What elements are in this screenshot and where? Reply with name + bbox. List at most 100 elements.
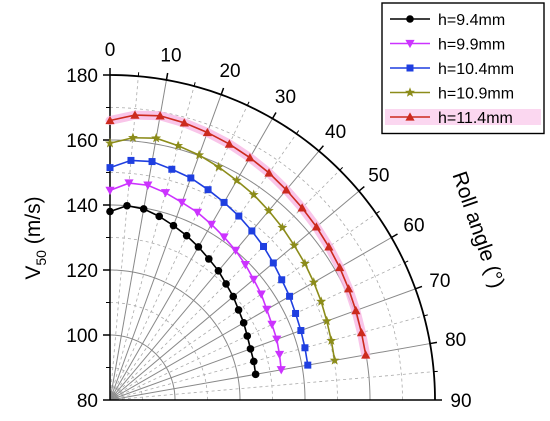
data-point [356, 328, 367, 337]
data-point [304, 361, 312, 369]
legend-label: h=11.4mm [438, 110, 513, 127]
data-point [204, 186, 212, 194]
data-point [106, 164, 114, 172]
major-grid-spoke [109, 118, 273, 401]
minor-grid-spoke [109, 133, 297, 401]
data-point [405, 39, 415, 49]
data-point [329, 355, 340, 365]
data-point [219, 233, 229, 242]
major-grid-spoke [109, 94, 222, 401]
minor-grid-spoke [109, 76, 139, 401]
data-point [148, 158, 156, 166]
legend-label: h=10.4mm [438, 61, 514, 78]
angular-tick [271, 112, 277, 119]
data-point [269, 259, 277, 267]
data-point [260, 242, 268, 250]
data-point [239, 319, 248, 327]
major-grid-spoke [109, 237, 392, 401]
minor-grid-spoke [109, 315, 425, 401]
radial-tick-label: 80 [77, 391, 98, 412]
radial-axis-title-main: V [22, 266, 45, 280]
data-point [406, 64, 414, 72]
angular-minor-tick [423, 314, 428, 317]
data-point [264, 168, 274, 177]
data-point [289, 240, 300, 250]
angular-tick [358, 186, 365, 192]
series-group [105, 132, 340, 365]
data-point [173, 140, 184, 150]
data-point [105, 138, 115, 148]
data-point [187, 174, 195, 182]
data-point [222, 280, 230, 288]
data-point [160, 189, 171, 198]
data-point [179, 118, 189, 127]
angular-tick-label: 40 [325, 122, 346, 143]
data-point [204, 255, 213, 263]
major-grid-spoke [109, 288, 416, 401]
data-point [262, 305, 272, 315]
data-point [168, 165, 176, 173]
data-point [202, 127, 212, 137]
minor-grid-spoke [109, 262, 405, 401]
series-group [106, 156, 312, 369]
angular-minor-tick [193, 82, 196, 87]
data-point [276, 366, 286, 375]
data-point [326, 335, 337, 345]
data-point [277, 222, 288, 232]
radial-tick-label: 120 [66, 261, 98, 282]
data-point [194, 149, 205, 160]
data-point [243, 332, 252, 340]
data-point [123, 201, 131, 210]
data-point [105, 186, 115, 195]
radial-axis-title-sub: 50 [33, 250, 49, 266]
angular-tick [429, 341, 438, 345]
data-point [214, 266, 223, 275]
radial-tick-label: 100 [66, 326, 98, 347]
data-point [281, 185, 291, 194]
radial-tick-label: 160 [66, 131, 98, 152]
data-point [263, 205, 274, 215]
angular-tick-label: 20 [219, 61, 240, 82]
data-point [105, 115, 115, 125]
angular-minor-tick [339, 167, 343, 171]
data-point [177, 198, 187, 208]
data-point [297, 327, 305, 335]
angular-tick [220, 87, 225, 95]
data-point [272, 335, 282, 344]
data-point [192, 208, 203, 217]
polar-grid [109, 76, 434, 401]
major-grid-spoke [109, 343, 431, 401]
data-point [155, 111, 165, 120]
series-group [106, 201, 260, 379]
angular-minor-tick [246, 101, 250, 106]
data-point [230, 246, 241, 255]
series-group [105, 110, 371, 360]
data-series [105, 110, 371, 379]
data-point [124, 179, 134, 188]
data-point [248, 189, 259, 199]
angular-tick [415, 285, 423, 290]
data-point [267, 320, 277, 330]
major-grid-ring [109, 334, 176, 401]
data-point [194, 243, 203, 251]
data-point [224, 139, 234, 148]
angular-tick-label: 60 [403, 216, 424, 237]
data-point [169, 221, 178, 230]
data-point [151, 132, 162, 143]
minor-grid-spoke [109, 105, 248, 401]
data-point [229, 292, 238, 301]
data-point [406, 15, 414, 23]
angular-tick [318, 145, 324, 152]
data-point [324, 242, 334, 251]
data-point [308, 277, 319, 287]
data-point [128, 132, 138, 142]
data-point [316, 296, 327, 306]
data-point [248, 227, 256, 235]
data-point [182, 231, 191, 240]
angular-tick-label: 10 [160, 45, 181, 66]
data-point [234, 306, 243, 314]
data-point [245, 153, 255, 162]
data-point [106, 207, 114, 216]
series-group [105, 179, 286, 375]
